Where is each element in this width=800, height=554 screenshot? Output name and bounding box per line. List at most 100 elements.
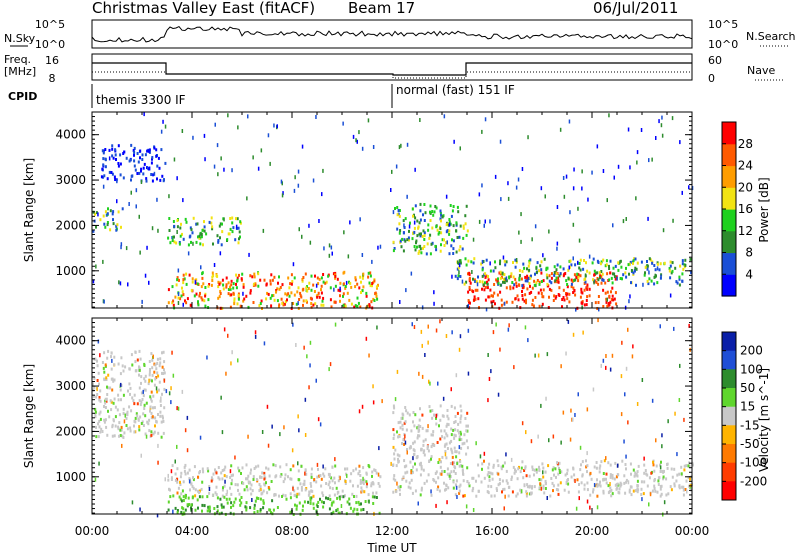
noise-cell <box>478 192 481 197</box>
data-cell <box>517 467 520 471</box>
data-cell <box>336 496 339 500</box>
data-cell <box>397 459 400 463</box>
data-cell <box>474 280 477 283</box>
data-cell <box>145 177 148 181</box>
data-cell <box>133 402 136 406</box>
data-cell <box>152 394 155 398</box>
data-cell <box>139 357 142 361</box>
noise-cell <box>556 205 559 209</box>
data-cell <box>297 286 300 290</box>
data-cell <box>177 296 180 300</box>
noise-cell <box>225 371 227 376</box>
data-cell <box>660 460 662 464</box>
data-cell <box>445 424 448 428</box>
data-cell <box>204 292 207 296</box>
data-cell <box>240 496 243 499</box>
data-cell <box>643 480 646 484</box>
data-cell <box>581 291 584 295</box>
data-cell <box>250 483 253 487</box>
data-cell <box>362 480 364 484</box>
data-cell <box>138 349 141 353</box>
noise-cell <box>124 413 126 418</box>
data-cell <box>436 441 439 444</box>
data-cell <box>229 511 232 515</box>
noise-cell <box>587 197 589 202</box>
data-cell <box>240 472 242 475</box>
noise-cell <box>148 378 150 383</box>
data-cell <box>234 238 237 242</box>
data-cell <box>463 494 466 498</box>
data-cell <box>242 283 245 287</box>
data-cell <box>465 452 468 456</box>
data-cell <box>119 372 122 376</box>
noise-cell <box>343 230 345 235</box>
data-cell <box>679 264 682 268</box>
data-cell <box>258 483 261 486</box>
data-cell <box>358 464 361 468</box>
noise-cell <box>263 341 266 346</box>
data-cell <box>106 433 109 437</box>
data-cell <box>517 298 520 302</box>
data-cell <box>608 264 610 268</box>
data-cell <box>452 239 455 243</box>
data-cell <box>336 507 339 511</box>
noise-cell <box>157 228 159 233</box>
data-cell <box>415 239 418 243</box>
data-cell <box>419 218 422 222</box>
data-cell <box>562 288 565 292</box>
data-cell <box>408 229 410 233</box>
data-cell <box>141 153 144 157</box>
data-cell <box>117 398 120 402</box>
data-cell <box>487 484 490 488</box>
noise-cell <box>691 186 694 190</box>
noise-cell <box>170 469 173 474</box>
noise-cell <box>421 374 424 379</box>
data-cell <box>217 476 220 480</box>
data-cell <box>412 420 414 424</box>
data-cell <box>143 377 146 381</box>
noise-cell <box>414 167 416 172</box>
data-cell <box>563 298 566 302</box>
noise-cell <box>102 259 104 264</box>
data-cell <box>445 230 448 234</box>
data-cell <box>590 477 593 481</box>
data-cell <box>128 382 131 386</box>
data-cell <box>446 467 449 471</box>
data-cell <box>525 474 528 478</box>
noise-cell <box>248 252 250 257</box>
data-cell <box>687 464 690 468</box>
data-cell <box>378 511 381 515</box>
colorbar-swatch <box>722 252 736 275</box>
data-cell <box>611 294 614 298</box>
data-cell <box>604 264 607 268</box>
data-cell <box>496 489 498 492</box>
noise-cell <box>453 139 455 144</box>
data-cell <box>446 447 449 450</box>
noise-cell <box>297 461 299 466</box>
data-cell <box>617 261 620 265</box>
noise-cell <box>548 229 550 234</box>
data-cell <box>112 418 115 422</box>
data-cell <box>130 409 133 413</box>
data-cell <box>302 287 305 291</box>
noise-cell <box>678 398 681 402</box>
noise-cell <box>540 186 543 191</box>
noise-cell <box>333 287 335 292</box>
noise-cell <box>521 421 524 426</box>
data-cell <box>320 291 323 295</box>
data-cell <box>211 275 214 279</box>
data-cell <box>605 259 608 263</box>
data-cell <box>323 474 326 478</box>
data-cell <box>176 225 179 229</box>
data-cell <box>150 352 153 356</box>
data-cell <box>233 297 236 301</box>
data-cell <box>310 288 313 292</box>
data-cell <box>449 462 452 465</box>
data-cell <box>106 221 109 224</box>
data-cell <box>526 485 529 489</box>
data-cell <box>195 292 198 296</box>
data-cell <box>117 144 120 148</box>
noise-sky-line <box>91 25 693 45</box>
noise-cell <box>457 260 459 265</box>
data-cell <box>136 402 139 406</box>
